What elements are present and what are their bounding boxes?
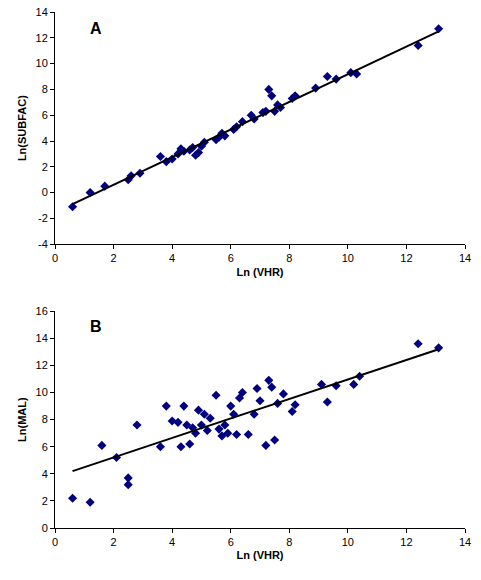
svg-text:6: 6: [228, 536, 234, 548]
svg-text:2: 2: [42, 161, 48, 173]
svg-text:8: 8: [286, 252, 292, 264]
svg-text:2: 2: [42, 495, 48, 507]
svg-text:10: 10: [36, 386, 48, 398]
svg-text:14: 14: [36, 332, 48, 344]
svg-text:0: 0: [52, 252, 58, 264]
svg-text:8: 8: [42, 83, 48, 95]
svg-text:14: 14: [459, 536, 471, 548]
svg-text:10: 10: [342, 252, 354, 264]
svg-text:12: 12: [36, 359, 48, 371]
svg-text:12: 12: [36, 32, 48, 44]
svg-text:10: 10: [342, 536, 354, 548]
svg-text:6: 6: [228, 252, 234, 264]
svg-text:4: 4: [42, 135, 48, 147]
svg-text:6: 6: [42, 109, 48, 121]
svg-text:-2: -2: [38, 212, 48, 224]
svg-text:12: 12: [400, 536, 412, 548]
svg-text:14: 14: [459, 252, 471, 264]
svg-text:Ln(MAL): Ln(MAL): [16, 397, 28, 442]
svg-text:4: 4: [42, 468, 48, 480]
svg-text:4: 4: [169, 252, 175, 264]
svg-text:2: 2: [111, 536, 117, 548]
svg-text:8: 8: [42, 413, 48, 425]
svg-text:Ln(SUBFAC): Ln(SUBFAC): [16, 95, 28, 161]
svg-text:6: 6: [42, 441, 48, 453]
svg-text:0: 0: [42, 522, 48, 534]
svg-text:0: 0: [52, 536, 58, 548]
svg-text:Ln (VHR): Ln (VHR): [236, 549, 283, 561]
svg-text:4: 4: [169, 536, 175, 548]
svg-text:A: A: [90, 20, 102, 37]
svg-text:2: 2: [111, 252, 117, 264]
svg-text:16: 16: [36, 305, 48, 317]
svg-text:-4: -4: [38, 238, 48, 250]
svg-text:B: B: [90, 318, 102, 335]
svg-text:14: 14: [36, 6, 48, 18]
svg-text:0: 0: [42, 186, 48, 198]
svg-text:12: 12: [400, 252, 412, 264]
svg-text:8: 8: [286, 536, 292, 548]
svg-text:10: 10: [36, 57, 48, 69]
svg-text:Ln (VHR): Ln (VHR): [236, 266, 283, 278]
